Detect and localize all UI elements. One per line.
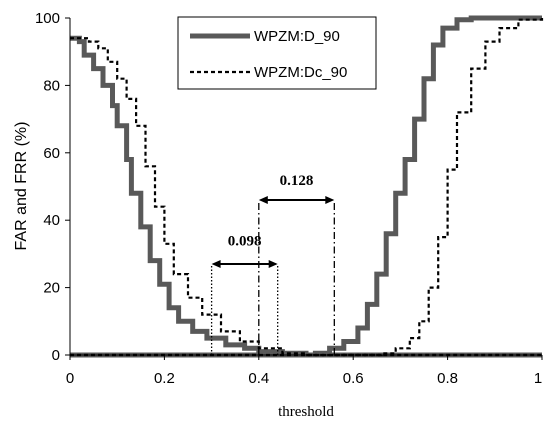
x-tick-label-0: 0 <box>66 370 74 387</box>
y-tick-label-2: 40 <box>43 212 60 229</box>
legend-label-series-1: WPZM:D_90 <box>254 28 340 45</box>
legend: WPZM:D_90 WPZM:Dc_90 <box>177 16 377 90</box>
y-tick-label-5: 100 <box>35 10 60 27</box>
annotation-label-1: 0.098 <box>228 233 262 249</box>
annotation-arrowhead-left-1 <box>211 260 221 269</box>
series-1-far-line <box>70 35 542 358</box>
annotation-arrowhead-right-1 <box>268 260 278 269</box>
y-tick-label-4: 80 <box>43 77 60 94</box>
annotation-arrowhead-right-2 <box>325 195 335 204</box>
y-axis-title: FAR and FRR (%) <box>13 122 30 251</box>
series-2-frr-line <box>70 18 544 357</box>
x-tick-label-2: 0.4 <box>248 370 269 387</box>
axes <box>65 17 543 360</box>
x-tick-label-4: 0.8 <box>437 370 458 387</box>
tick-labels: 0 20 40 60 80 100 0 0.2 0.4 0.6 0.8 1 <box>35 10 542 387</box>
x-tick-label-5: 1 <box>534 370 542 387</box>
series-2-far-line <box>70 37 542 357</box>
y-tick-label-3: 60 <box>43 145 60 162</box>
legend-box <box>177 16 377 90</box>
annotation-label-2: 0.128 <box>280 173 314 189</box>
legend-label-series-2: WPZM:Dc_90 <box>254 64 347 81</box>
x-tick-label-1: 0.2 <box>154 370 175 387</box>
annotation-arrowhead-left-2 <box>258 195 268 204</box>
y-tick-label-1: 20 <box>43 280 60 297</box>
x-tick-label-3: 0.6 <box>343 370 364 387</box>
y-tick-label-0: 0 <box>52 347 60 364</box>
threshold-annotations: 0.098 0.128 <box>210 173 335 355</box>
x-axis-title: threshold <box>278 404 334 420</box>
